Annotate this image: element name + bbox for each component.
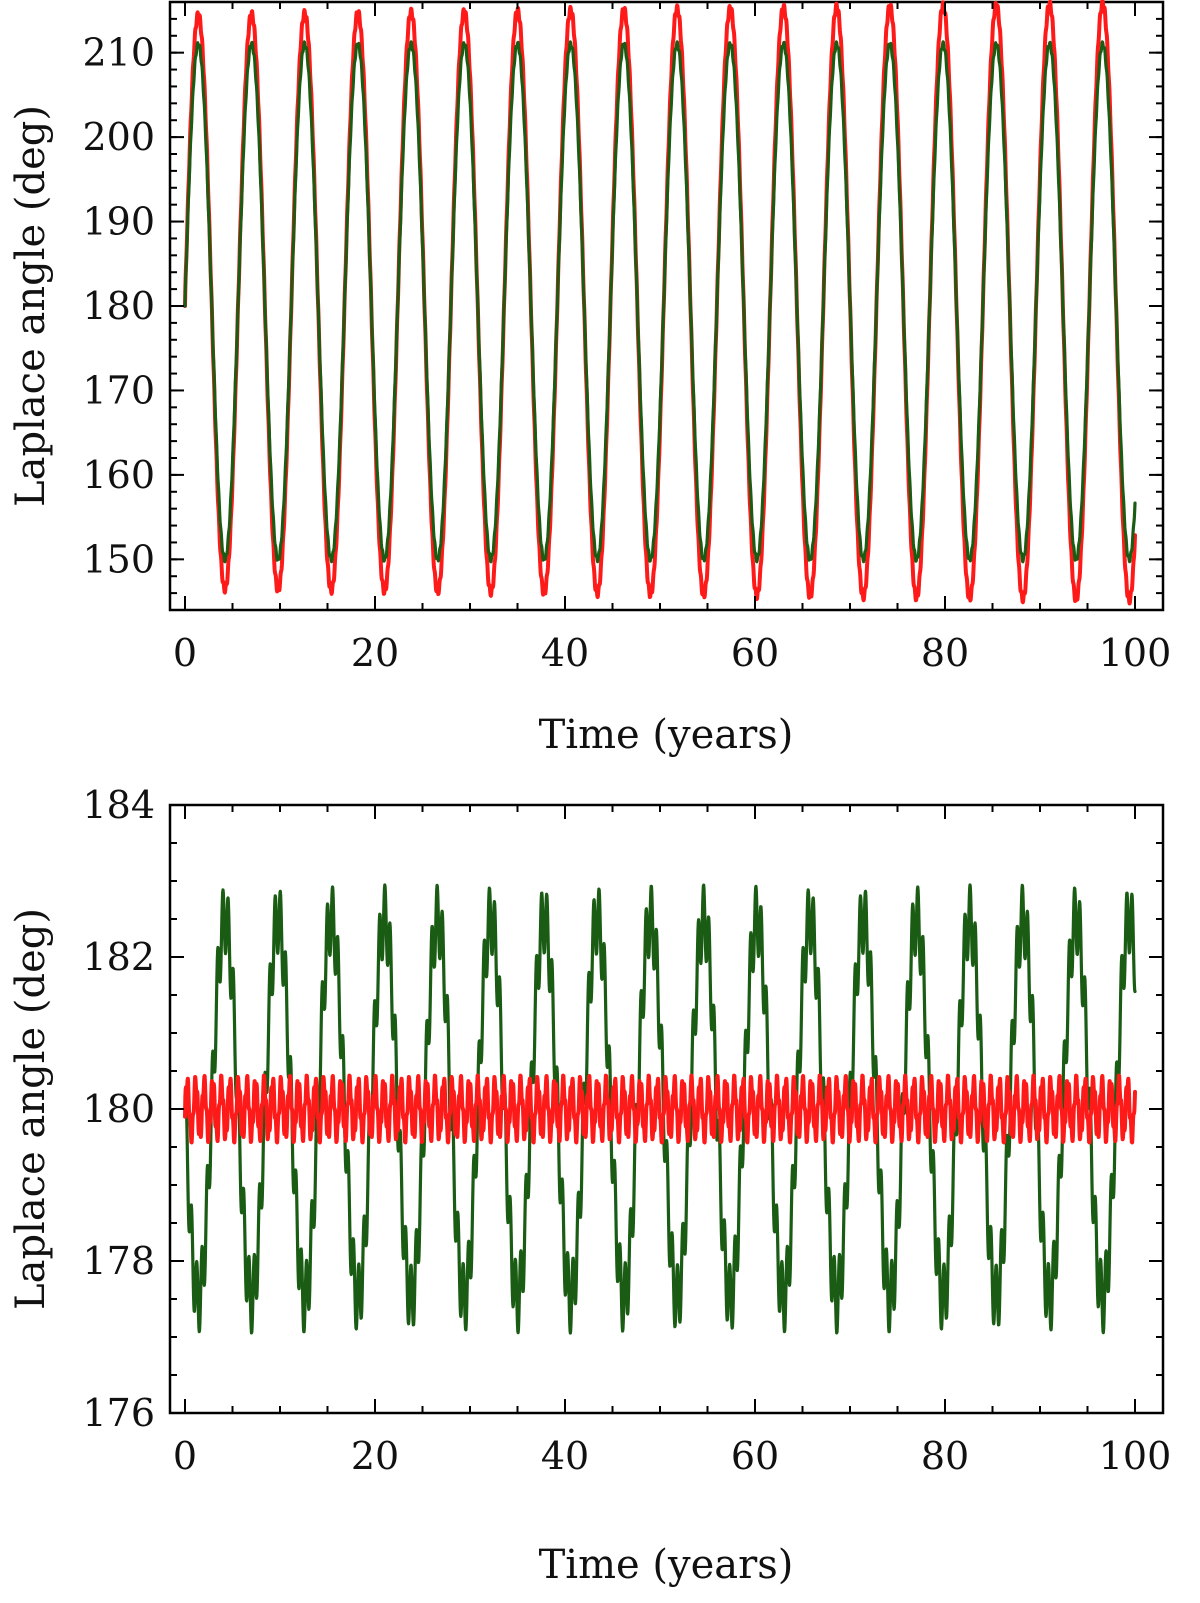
bottom-x-tick-label: 60 bbox=[731, 1434, 779, 1478]
bottom-series-red bbox=[183, 1073, 1137, 1145]
bottom-y-tick-label: 184 bbox=[82, 783, 155, 827]
top-x-tick-label: 60 bbox=[731, 631, 779, 675]
top-series-group bbox=[183, 0, 1137, 606]
top-y-tick-label: 150 bbox=[82, 537, 155, 581]
bottom-y-tick-label: 176 bbox=[82, 1391, 155, 1435]
top-x-tick-label: 0 bbox=[173, 631, 197, 675]
top-y-tick-label: 180 bbox=[82, 284, 155, 328]
top-y-tick-label: 160 bbox=[82, 453, 155, 497]
top-y-tick-label: 200 bbox=[82, 115, 155, 159]
top-x-axis-label: Time (years) bbox=[539, 712, 794, 758]
bottom-tick-group: 0 20 40 60 80 100 176 178 180 182 184 bbox=[82, 783, 1171, 1478]
bottom-y-tick-label: 178 bbox=[82, 1239, 155, 1283]
top-series-green bbox=[183, 40, 1137, 564]
bottom-x-tick-label: 80 bbox=[921, 1434, 969, 1478]
top-x-tick-label: 80 bbox=[921, 631, 969, 675]
top-panel: 0 20 40 60 80 100 150 160 170 180 190 200 210 Time (… bbox=[8, 0, 1171, 758]
bottom-series-group bbox=[183, 883, 1137, 1335]
bottom-x-tick-label: 40 bbox=[541, 1434, 589, 1478]
top-x-tick-label: 40 bbox=[541, 631, 589, 675]
bottom-series-green bbox=[183, 883, 1137, 1335]
bottom-y-tick-label: 180 bbox=[82, 1087, 155, 1131]
top-y-tick-label: 170 bbox=[82, 368, 155, 412]
top-y-tick-label: 190 bbox=[82, 200, 155, 244]
top-x-tick-label: 20 bbox=[351, 631, 399, 675]
top-y-axis-label: Laplace angle (deg) bbox=[8, 105, 54, 507]
top-tick-group: 0 20 40 60 80 100 150 160 170 180 190 200 210 bbox=[82, 1, 1172, 675]
top-y-tick-label: 210 bbox=[82, 31, 155, 75]
bottom-x-tick-label: 100 bbox=[1099, 1434, 1172, 1478]
bottom-panel: 0 20 40 60 80 100 176 178 180 182 184 Time (years)… bbox=[8, 783, 1171, 1588]
bottom-x-tick-label: 0 bbox=[173, 1434, 197, 1478]
top-x-tick-label: 100 bbox=[1099, 631, 1172, 675]
bottom-y-axis-label: Laplace angle (deg) bbox=[8, 908, 54, 1310]
bottom-x-tick-label: 20 bbox=[351, 1434, 399, 1478]
bottom-y-tick-label: 182 bbox=[82, 935, 155, 979]
bottom-x-axis-label: Time (years) bbox=[539, 1542, 794, 1588]
